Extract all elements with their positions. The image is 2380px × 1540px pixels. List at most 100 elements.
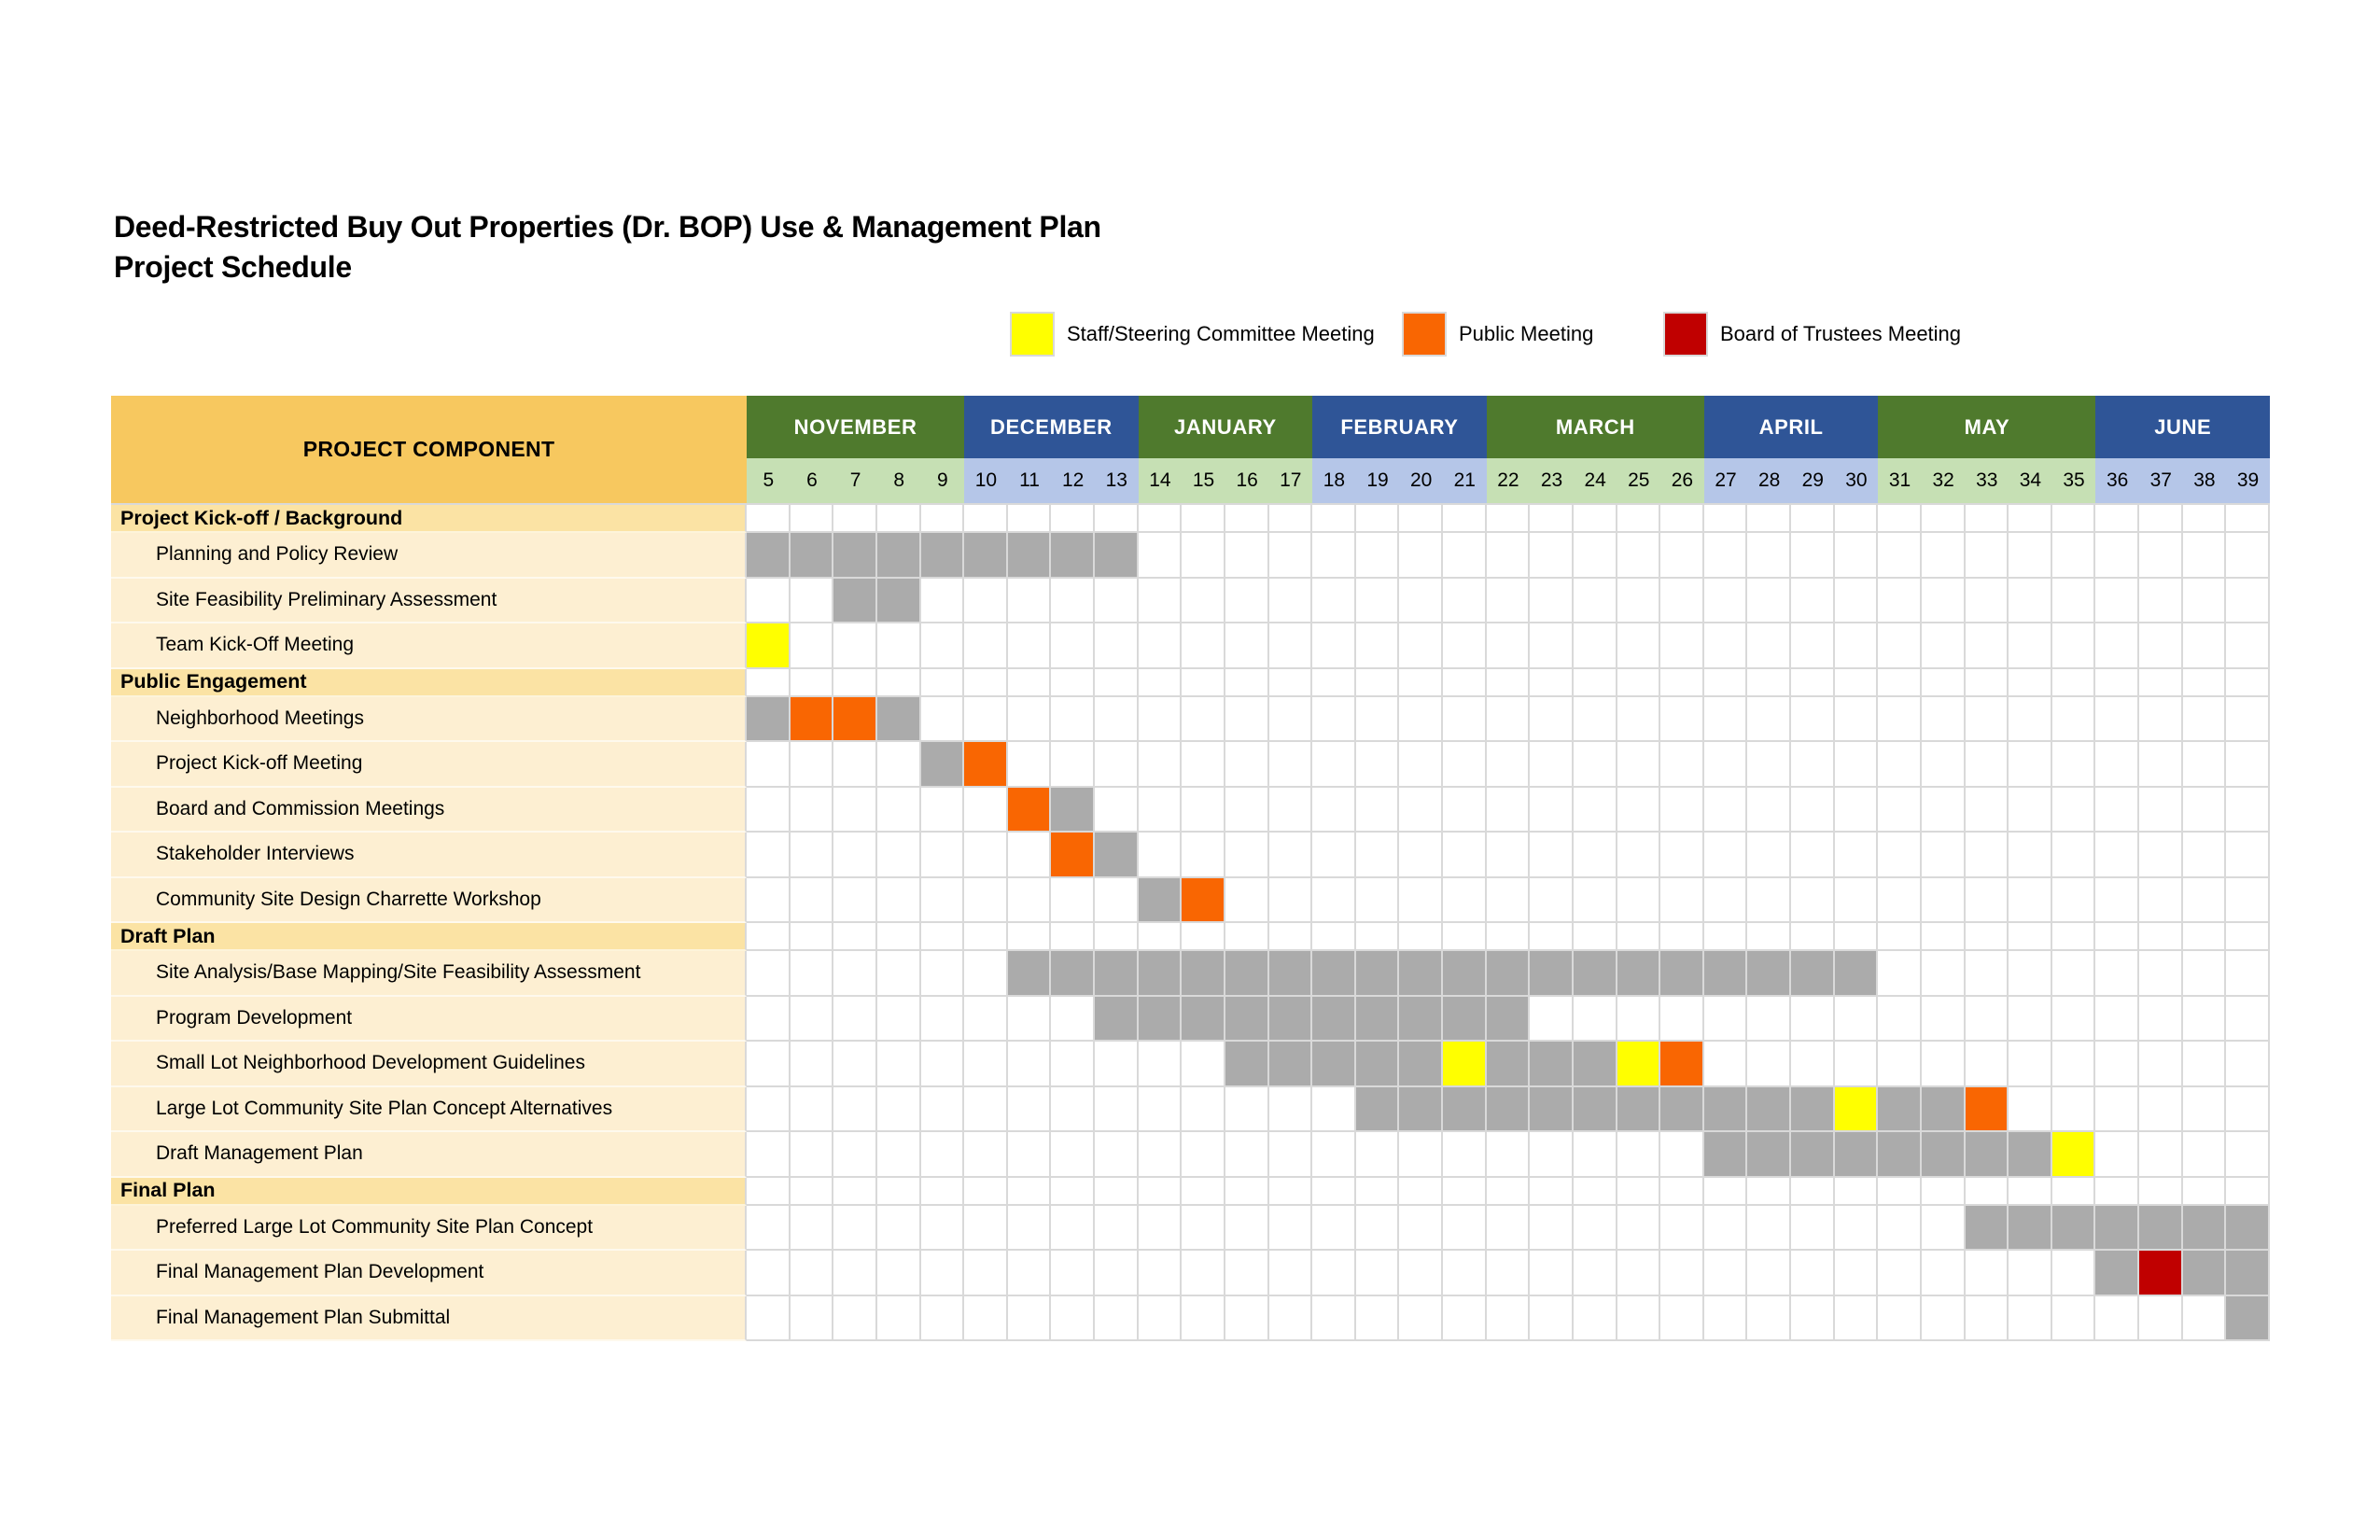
month-header-january: JANUARY (1138, 396, 1313, 458)
section-row-draft-plan: Draft Plan (111, 923, 2270, 951)
gantt-cell-week-9 (920, 996, 965, 1042)
gantt-cell-week-21 (1443, 623, 1487, 669)
gantt-cell-week-9 (920, 1177, 965, 1206)
week-number-35: 35 (2051, 458, 2096, 503)
gantt-cell-week-39 (2226, 923, 2270, 951)
gantt-cell-week-19 (1355, 923, 1400, 951)
gantt-cell-week-8 (876, 623, 921, 669)
gantt-cell-week-23 (1530, 833, 1574, 878)
gantt-cell-week-29 (1791, 923, 1835, 951)
gantt-cell-week-23 (1530, 505, 1574, 533)
week-number-17: 17 (1268, 458, 1313, 503)
gantt-cell-week-6 (790, 877, 834, 923)
gantt-cell-week-14 (1138, 833, 1183, 878)
week-number-9: 9 (920, 458, 965, 503)
gantt-cell-week-28 (1747, 996, 1791, 1042)
task-label: Site Feasibility Preliminary Assessment (111, 578, 747, 623)
gantt-bar-work-week-29 (1791, 1086, 1835, 1132)
gantt-cell-week-35 (2051, 742, 2096, 788)
week-number-28: 28 (1747, 458, 1791, 503)
gantt-cell-week-34 (2009, 533, 2052, 579)
gantt-cell-week-14 (1138, 623, 1183, 669)
gantt-bar-public-week-12 (1051, 833, 1095, 878)
gantt-cell-week-11 (1007, 1042, 1052, 1087)
gantt-bar-public-week-10 (964, 742, 1008, 788)
gantt-cell-week-32 (1921, 923, 1966, 951)
gantt-cell-week-21 (1443, 833, 1487, 878)
gantt-cell-week-10 (964, 833, 1008, 878)
gantt-cell-week-12 (1051, 1295, 1095, 1341)
gantt-cell-week-8 (876, 1086, 921, 1132)
gantt-cell-week-27 (1703, 1295, 1748, 1341)
gantt-cell-week-20 (1399, 1177, 1443, 1206)
gantt-cell-week-29 (1791, 696, 1835, 742)
gantt-cell-week-33 (1965, 996, 2009, 1042)
gantt-cell-week-38 (2182, 951, 2227, 997)
gantt-cell-week-13 (1095, 1295, 1139, 1341)
gantt-bar-work-week-12 (1051, 533, 1095, 579)
gantt-cell-week-35 (2051, 923, 2096, 951)
gantt-cell-week-31 (1878, 578, 1922, 623)
week-number-16: 16 (1225, 458, 1269, 503)
week-number-13: 13 (1095, 458, 1139, 503)
gantt-cell-week-25 (1617, 1295, 1661, 1341)
gantt-cell-week-33 (1965, 1295, 2009, 1341)
gantt-cell-week-14 (1138, 1205, 1183, 1251)
gantt-cell-week-24 (1573, 505, 1617, 533)
week-number-11: 11 (1007, 458, 1052, 503)
gantt-cell-week-13 (1095, 623, 1139, 669)
gantt-cell-week-38 (2182, 533, 2227, 579)
gantt-cell-week-37 (2139, 533, 2183, 579)
legend-item-public-meeting: Public Meeting (1402, 311, 1593, 357)
week-number-12: 12 (1051, 458, 1095, 503)
gantt-cell-week-9 (920, 1205, 965, 1251)
gantt-cell-week-24 (1573, 923, 1617, 951)
gantt-cell-week-13 (1095, 787, 1139, 833)
gantt-bar-staff-week-5 (747, 623, 791, 669)
gantt-cell-week-25 (1617, 578, 1661, 623)
gantt-cell-week-33 (1965, 742, 2009, 788)
gantt-cell-week-32 (1921, 1251, 1966, 1296)
gantt-cell-week-24 (1573, 668, 1617, 697)
gantt-bar-work-week-24 (1573, 1042, 1617, 1087)
gantt-cell-week-38 (2182, 1295, 2227, 1341)
gantt-cell-week-33 (1965, 787, 2009, 833)
gantt-cell-week-13 (1095, 877, 1139, 923)
month-header-february: FEBRUARY (1312, 396, 1487, 458)
gantt-cell-week-22 (1486, 578, 1531, 623)
gantt-cell-week-8 (876, 1042, 921, 1087)
gantt-cell-week-7 (833, 1086, 877, 1132)
week-number-18: 18 (1312, 458, 1356, 503)
gantt-cell-week-37 (2139, 787, 2183, 833)
gantt-cell-week-5 (747, 1205, 791, 1251)
gantt-cell-week-26 (1660, 833, 1704, 878)
gantt-cell-week-25 (1617, 1205, 1661, 1251)
gantt-cell-week-11 (1007, 696, 1052, 742)
gantt-cell-week-7 (833, 833, 877, 878)
gantt-cell-week-26 (1660, 1132, 1704, 1178)
gantt-cell-week-11 (1007, 1177, 1052, 1206)
gantt-bar-work-week-33 (1965, 1132, 2009, 1178)
gantt-cell-week-7 (833, 787, 877, 833)
gantt-cell-week-32 (1921, 1177, 1966, 1206)
gantt-bar-work-week-9 (920, 533, 965, 579)
gantt-cell-week-5 (747, 1042, 791, 1087)
gantt-cell-week-32 (1921, 742, 1966, 788)
gantt-cell-week-15 (1182, 923, 1225, 951)
gantt-cell-week-33 (1965, 668, 2009, 697)
gantt-cell-week-8 (876, 742, 921, 788)
gantt-cell-week-15 (1182, 1086, 1225, 1132)
gantt-cell-week-37 (2139, 742, 2183, 788)
gantt-cell-week-9 (920, 1042, 965, 1087)
task-label: Board and Commission Meetings (111, 787, 747, 833)
gantt-bar-work-week-31 (1878, 1086, 1922, 1132)
gantt-cell-week-18 (1312, 578, 1356, 623)
gantt-cell-week-34 (2009, 1042, 2052, 1087)
gantt-cell-week-30 (1834, 742, 1879, 788)
gantt-bar-work-week-31 (1878, 1132, 1922, 1178)
gantt-cell-week-16 (1225, 877, 1269, 923)
gantt-cell-week-11 (1007, 742, 1052, 788)
gantt-cell-week-23 (1530, 533, 1574, 579)
gantt-cell-week-28 (1747, 1177, 1791, 1206)
gantt-cell-week-8 (876, 996, 921, 1042)
